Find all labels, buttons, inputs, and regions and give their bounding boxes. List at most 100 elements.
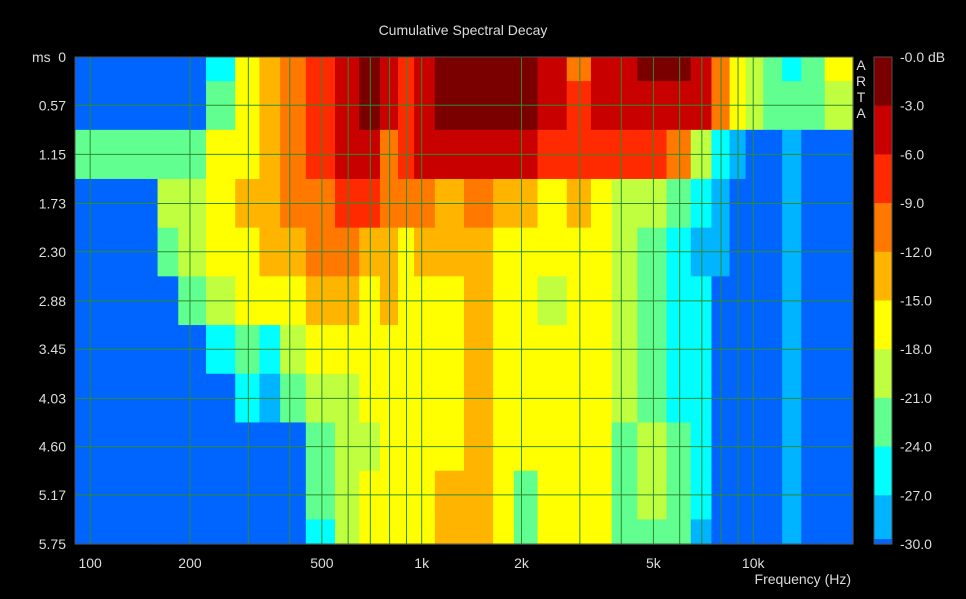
x-tick-label: 200 [178,555,202,571]
heatmap-cell [206,325,236,375]
heatmap-cell [259,470,281,521]
heatmap-cell [335,227,360,277]
x-tick-label: 2k [514,555,530,571]
colorbar-band [874,300,892,350]
colorbar-label: -12.0 [900,244,932,260]
heatmap-cell [537,81,568,131]
x-tick-label: 500 [310,555,334,571]
heatmap-cell [666,470,692,521]
heatmap-cell [513,81,539,131]
heatmap-cell [235,519,261,545]
heatmap-cell [566,519,592,545]
heatmap-cell [493,519,515,545]
heatmap-cell [666,81,692,131]
heatmap-cell [493,57,515,82]
y-tick-label: 3.45 [39,341,66,357]
x-tick-labels: 100 200 500 1k 2k 5k 10k [78,555,765,571]
heatmap-cell [763,81,783,131]
heatmap-cell [782,325,802,375]
colorbar-label: -18.0 [900,341,932,357]
heatmap-cell [745,81,764,131]
heatmap-cell [537,227,568,277]
colorbar-band [874,154,892,204]
heatmap-cell [305,519,336,545]
heatmap-cell [566,470,592,521]
heatmap-cell [666,325,692,375]
colorbar-label: -0.0 dB [900,49,945,65]
heatmap-cell [611,81,638,131]
y-tick-labels: 0 0.57 1.15 1.73 2.30 2.88 3.45 4.03 4.60 5.17 5.7… [39,49,66,552]
heatmap-cell [824,470,854,521]
heatmap-cell [178,325,207,375]
y-tick-label: 5.17 [39,487,66,503]
heatmap-cell [513,519,539,545]
heatmap-cell [824,81,854,131]
colorbar-label: -30.0 [900,536,932,552]
heatmap-cell [493,227,515,277]
x-axis-label: Frequency (Hz) [755,571,851,587]
heatmap-cell [434,81,465,131]
colorbar-band [874,539,892,544]
heatmap-cell [782,470,802,521]
colorbar-band [874,105,892,155]
heatmap-cell [414,470,436,521]
heatmap-cell [745,325,764,375]
heatmap-cell [493,81,515,131]
heatmap-cell [434,325,465,375]
heatmap-cell [259,227,281,277]
heatmap-cell [259,57,281,82]
colorbar-label: -27.0 [900,487,932,503]
heatmap-cell [280,519,307,545]
heatmap-cell [537,57,568,82]
heatmap-cell [493,470,515,521]
x-tick-label: 5k [646,555,662,571]
colorbar-label: -21.0 [900,390,932,406]
y-tick-label: 2.30 [39,244,66,260]
colorbar-band [874,397,892,448]
y-tick-label: 1.73 [39,196,66,212]
y-tick-label: 2.88 [39,293,66,309]
heatmap-cell [434,470,465,521]
heatmap-cell [335,57,360,82]
heatmap-cell [824,325,854,375]
heatmap-cell [235,325,261,375]
heatmap-cell [590,325,613,375]
heatmap-cell [464,470,494,521]
heatmap-cell [178,81,207,131]
heatmap-cell [763,227,783,277]
x-tick-label: 1k [414,555,430,571]
heatmap-cell [259,519,281,545]
heatmap-cell [335,470,360,521]
heatmap-cell [157,519,179,545]
heatmap-cell [259,81,281,131]
heatmap-cell [566,227,592,277]
heatmap-cell [464,81,494,131]
heatmap-cell [763,519,783,545]
heatmap-cell [745,470,764,521]
y-tick-label: 0 [58,49,66,65]
y-tick-label: 4.03 [39,390,66,406]
heatmap-cell [782,519,802,545]
heatmap-cell [611,227,638,277]
heatmap-cell [414,81,436,131]
heatmap-cell [335,325,360,375]
heatmap-cell [235,227,261,277]
heatmap-cell [75,519,159,545]
heatmap-cell [178,57,207,82]
heatmap-cell [637,470,668,521]
colorbar-label: -9.0 [900,195,924,211]
heatmap-cell [434,227,465,277]
heatmap-cell [513,57,539,82]
heatmap-cell [235,470,261,521]
heatmap-cell [335,81,360,131]
heatmap-cell [75,57,159,82]
heatmap-cell [259,325,281,375]
heatmap-cell [637,325,668,375]
heatmap-cell [178,519,207,545]
heatmap-cell [590,227,613,277]
heatmap-cell [745,227,764,277]
heatmap-cell [611,325,638,375]
y-tick-label: 1.15 [39,146,66,162]
y-tick-label: 4.60 [39,439,66,455]
